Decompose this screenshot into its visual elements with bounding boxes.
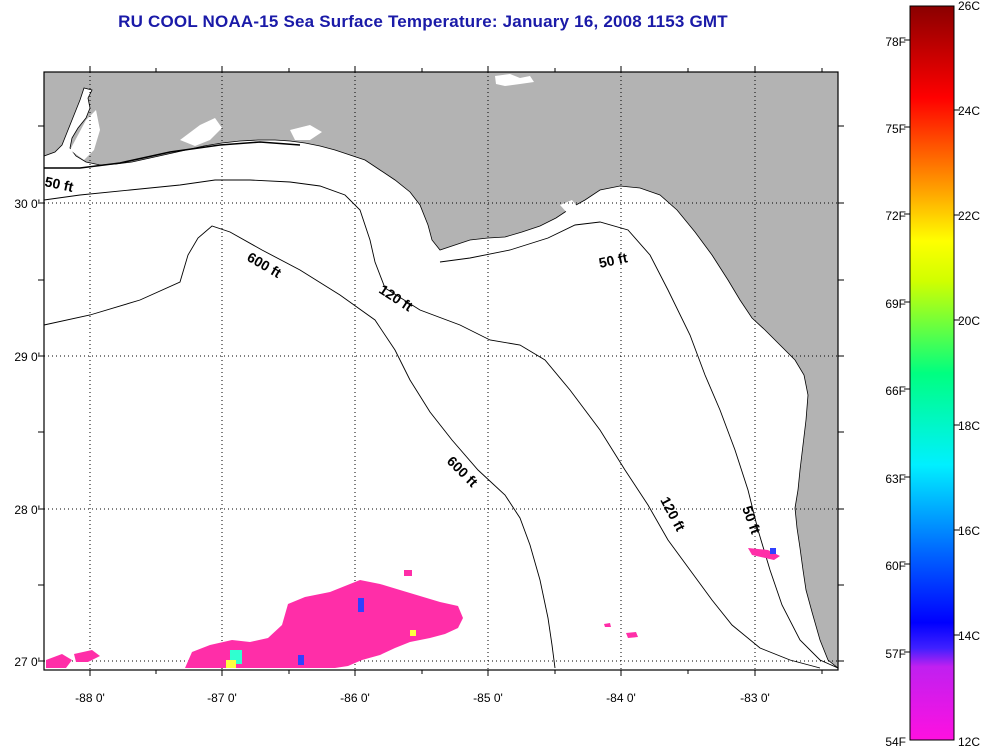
lon-label: -85 0' bbox=[473, 691, 503, 705]
sst-warm-pixels bbox=[226, 548, 776, 668]
isobath-label-50ft-north: 50 ft bbox=[597, 249, 629, 271]
land-mass bbox=[43, 71, 839, 669]
bay bbox=[495, 74, 534, 86]
bay bbox=[560, 200, 580, 216]
graticule bbox=[44, 72, 838, 670]
isobath-50ft-west bbox=[44, 141, 301, 169]
lon-label: -87 0' bbox=[207, 691, 237, 705]
isobath-label-50ft-west: 50 ft bbox=[43, 173, 75, 195]
lon-label: -86 0' bbox=[340, 691, 370, 705]
isobath-600ft bbox=[43, 225, 556, 669]
tick-marks bbox=[38, 66, 844, 676]
sst-patches bbox=[46, 548, 780, 668]
bay bbox=[290, 125, 322, 140]
isobath-120ft bbox=[43, 179, 821, 669]
lon-label: -83 0' bbox=[740, 691, 770, 705]
lon-label: -88 0' bbox=[75, 691, 105, 705]
lat-label: 27 0' bbox=[14, 655, 40, 669]
lat-label: 28 0' bbox=[14, 503, 40, 517]
lat-label: 30 0' bbox=[14, 197, 40, 211]
isobath-50ft-east bbox=[439, 221, 839, 669]
bay bbox=[70, 110, 100, 160]
bay bbox=[180, 118, 222, 146]
map-frame bbox=[43, 71, 839, 671]
map-title: RU COOL NOAA-15 Sea Surface Temperature:… bbox=[118, 12, 728, 31]
lon-label: -84 0' bbox=[606, 691, 636, 705]
lat-label: 29 0' bbox=[14, 350, 40, 364]
